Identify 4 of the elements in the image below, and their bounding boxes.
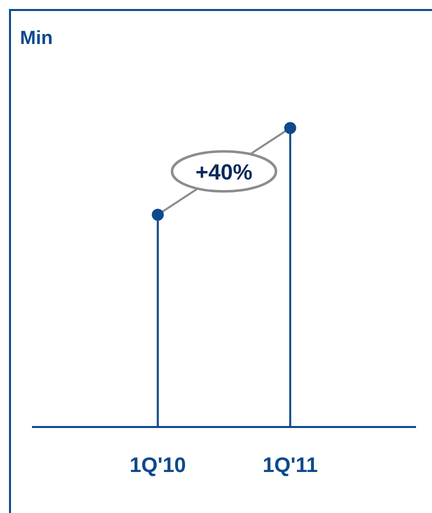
x-tick-label: 1Q'11 [262,454,318,477]
x-tick-label: 1Q'10 [130,454,186,477]
annotation: +40% [196,159,252,184]
y-axis-title: Min [20,28,53,49]
